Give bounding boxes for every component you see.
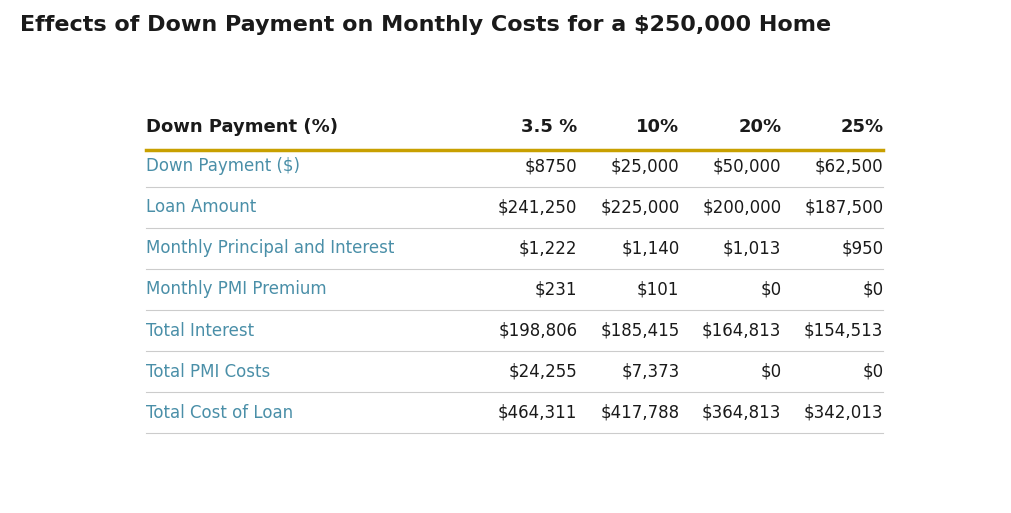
Text: $7,373: $7,373 bbox=[621, 363, 678, 381]
Text: Loan Amount: Loan Amount bbox=[146, 199, 256, 216]
Text: $8750: $8750 bbox=[525, 157, 577, 175]
Text: 25%: 25% bbox=[839, 118, 883, 136]
Text: $25,000: $25,000 bbox=[611, 157, 678, 175]
Text: $1,013: $1,013 bbox=[722, 240, 780, 258]
Text: $164,813: $164,813 bbox=[702, 322, 780, 340]
Text: 20%: 20% bbox=[738, 118, 780, 136]
Text: $62,500: $62,500 bbox=[814, 157, 883, 175]
Text: Total Cost of Loan: Total Cost of Loan bbox=[146, 404, 293, 422]
Text: 3.5 %: 3.5 % bbox=[521, 118, 577, 136]
Text: Total Interest: Total Interest bbox=[146, 322, 254, 340]
Text: Total PMI Costs: Total PMI Costs bbox=[146, 363, 270, 381]
Text: Down Payment (%): Down Payment (%) bbox=[146, 118, 338, 136]
Text: Effects of Down Payment on Monthly Costs for a $250,000 Home: Effects of Down Payment on Monthly Costs… bbox=[20, 15, 831, 35]
Text: $1,140: $1,140 bbox=[621, 240, 678, 258]
Text: $154,513: $154,513 bbox=[803, 322, 883, 340]
Text: $187,500: $187,500 bbox=[804, 199, 883, 216]
Text: $0: $0 bbox=[759, 281, 780, 299]
Text: $185,415: $185,415 bbox=[600, 322, 678, 340]
Text: $24,255: $24,255 bbox=[509, 363, 577, 381]
Text: Monthly PMI Premium: Monthly PMI Premium bbox=[146, 281, 327, 299]
Text: $0: $0 bbox=[861, 363, 883, 381]
Text: $342,013: $342,013 bbox=[803, 404, 883, 422]
Text: $0: $0 bbox=[759, 363, 780, 381]
Text: $464,311: $464,311 bbox=[497, 404, 577, 422]
Text: $241,250: $241,250 bbox=[497, 199, 577, 216]
Text: $364,813: $364,813 bbox=[702, 404, 780, 422]
Text: $225,000: $225,000 bbox=[600, 199, 678, 216]
Text: $200,000: $200,000 bbox=[702, 199, 780, 216]
Text: $950: $950 bbox=[840, 240, 883, 258]
Text: $198,806: $198,806 bbox=[497, 322, 577, 340]
Text: $231: $231 bbox=[535, 281, 577, 299]
Text: $101: $101 bbox=[637, 281, 678, 299]
Text: Down Payment ($): Down Payment ($) bbox=[146, 157, 300, 175]
Text: $50,000: $50,000 bbox=[712, 157, 780, 175]
Text: $1,222: $1,222 bbox=[519, 240, 577, 258]
Text: Monthly Principal and Interest: Monthly Principal and Interest bbox=[146, 240, 394, 258]
Text: 10%: 10% bbox=[636, 118, 678, 136]
Text: $417,788: $417,788 bbox=[600, 404, 678, 422]
Text: $0: $0 bbox=[861, 281, 883, 299]
